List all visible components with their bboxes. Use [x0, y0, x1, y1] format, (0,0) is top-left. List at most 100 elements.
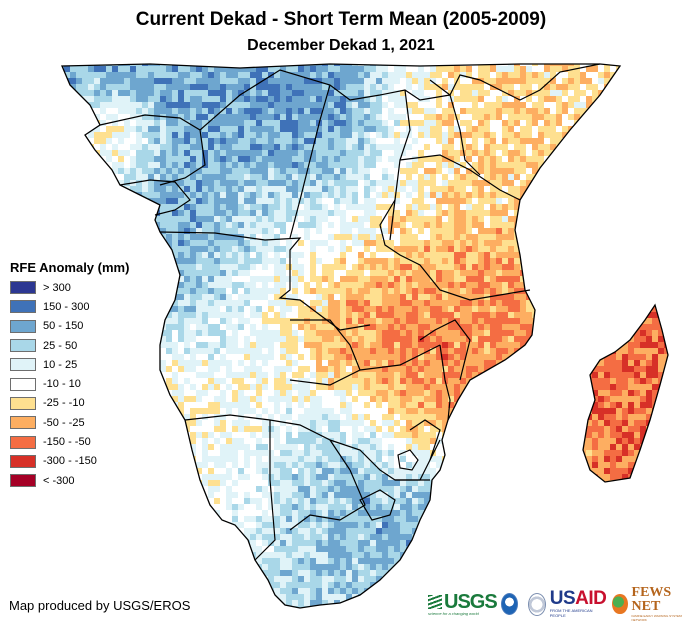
raster-cell [442, 126, 448, 132]
raster-cell [46, 144, 52, 150]
raster-cell [394, 66, 400, 72]
raster-cell [496, 150, 502, 156]
raster-cell [568, 132, 574, 138]
raster-cell [136, 66, 142, 72]
raster-cell [274, 264, 280, 270]
raster-cell [322, 162, 328, 168]
raster-cell [406, 168, 412, 174]
raster-cell [394, 246, 400, 252]
raster-cell [382, 306, 388, 312]
raster-cell [274, 294, 280, 300]
raster-cell [598, 102, 604, 108]
raster-cell [514, 144, 520, 150]
raster-cell [88, 168, 94, 174]
raster-cell [526, 198, 532, 204]
raster-cell [616, 318, 622, 324]
raster-cell [262, 156, 268, 162]
raster-cell [322, 78, 328, 84]
raster-cell [394, 210, 400, 216]
raster-cell [508, 246, 514, 252]
raster-cell [454, 312, 460, 318]
raster-cell [364, 138, 370, 144]
raster-cell [238, 318, 244, 324]
raster-cell [220, 132, 226, 138]
raster-cell [580, 294, 586, 300]
raster-cell [172, 132, 178, 138]
raster-cell [256, 174, 262, 180]
raster-cell [76, 192, 82, 198]
raster-cell [538, 318, 544, 324]
raster-cell [646, 228, 652, 234]
raster-cell [568, 246, 574, 252]
raster-cell [520, 324, 526, 330]
raster-cell [670, 210, 676, 216]
raster-cell [484, 66, 490, 72]
raster-cell [424, 108, 430, 114]
raster-cell [64, 252, 70, 258]
raster-cell [322, 168, 328, 174]
raster-cell [640, 264, 646, 270]
raster-cell [514, 318, 520, 324]
raster-cell [508, 264, 514, 270]
raster-cell [418, 96, 424, 102]
raster-cell [484, 162, 490, 168]
raster-cell [136, 294, 142, 300]
raster-cell [454, 210, 460, 216]
raster-cell [658, 72, 664, 78]
raster-cell [496, 252, 502, 258]
raster-cell [538, 312, 544, 318]
raster-cell [88, 228, 94, 234]
raster-cell [154, 318, 160, 324]
raster-cell [616, 90, 622, 96]
raster-cell [580, 288, 586, 294]
raster-cell [652, 306, 658, 312]
raster-cell [448, 246, 454, 252]
raster-cell [328, 258, 334, 264]
raster-cell [136, 84, 142, 90]
raster-cell [658, 168, 664, 174]
raster-cell [184, 132, 190, 138]
raster-cell [670, 330, 676, 336]
raster-cell [616, 204, 622, 210]
raster-cell [172, 156, 178, 162]
raster-cell [196, 180, 202, 186]
raster-cell [196, 138, 202, 144]
raster-cell [340, 90, 346, 96]
raster-cell [400, 102, 406, 108]
raster-cell [184, 78, 190, 84]
raster-cell [274, 90, 280, 96]
raster-cell [172, 336, 178, 342]
raster-cell [274, 180, 280, 186]
raster-cell [496, 288, 502, 294]
raster-cell [520, 126, 526, 132]
raster-cell [130, 108, 136, 114]
raster-cell [316, 270, 322, 276]
raster-cell [388, 210, 394, 216]
raster-cell [550, 246, 556, 252]
raster-cell [376, 114, 382, 120]
raster-cell [322, 240, 328, 246]
raster-cell [250, 252, 256, 258]
raster-cell [484, 84, 490, 90]
raster-cell [460, 294, 466, 300]
raster-cell [412, 78, 418, 84]
raster-cell [676, 276, 682, 282]
raster-cell [532, 102, 538, 108]
raster-cell [178, 120, 184, 126]
raster-cell [340, 204, 346, 210]
raster-cell [580, 180, 586, 186]
raster-cell [64, 186, 70, 192]
raster-cell [382, 336, 388, 342]
raster-cell [334, 228, 340, 234]
raster-cell [604, 108, 610, 114]
raster-cell [250, 216, 256, 222]
raster-cell [520, 180, 526, 186]
raster-cell [664, 300, 668, 306]
raster-cell [478, 120, 484, 126]
raster-cell [394, 192, 400, 198]
raster-cell [214, 336, 220, 342]
raster-cell [334, 282, 340, 288]
raster-cell [466, 192, 472, 198]
raster-cell [562, 324, 568, 330]
